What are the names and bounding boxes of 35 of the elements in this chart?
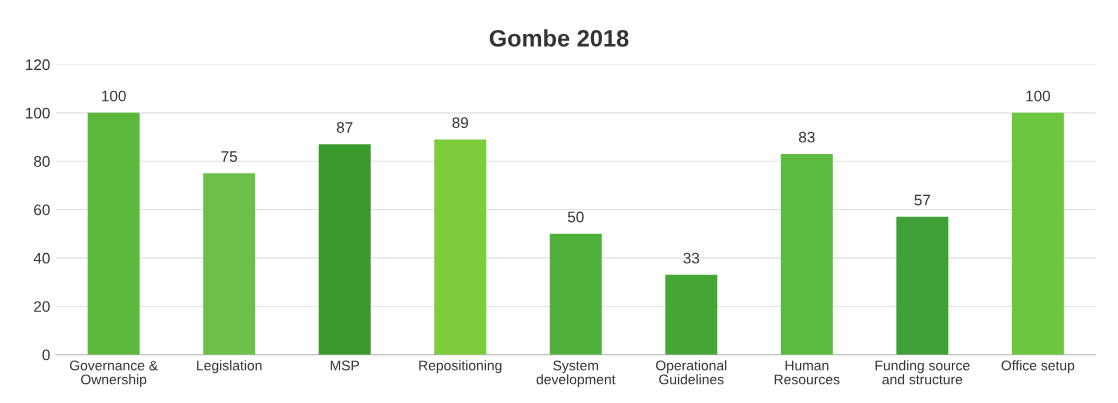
- x-tick-label: Human Resources: [774, 360, 840, 385]
- data-label: 89: [452, 117, 469, 129]
- y-tick-label: 100: [26, 107, 50, 119]
- y-tick-label: 40: [33, 252, 50, 264]
- x-tick-label: Office setup: [1001, 360, 1075, 374]
- bar: [87, 112, 140, 355]
- x-tick-label: System development: [536, 360, 616, 388]
- data-label: 100: [1026, 90, 1051, 102]
- x-tick-label: Legislation: [197, 360, 262, 374]
- y-tick-label: 120: [26, 59, 50, 71]
- bar: [1011, 112, 1064, 355]
- y-tick-label: 80: [34, 156, 50, 167]
- bar: [665, 274, 718, 355]
- data-label: 50: [567, 211, 584, 223]
- bar: [318, 144, 371, 355]
- data-label: 100: [102, 90, 126, 102]
- bar: [780, 153, 833, 355]
- y-tick-label: 0: [42, 349, 50, 361]
- x-tick-label: MSP: [330, 360, 360, 371]
- x-tick-label: Repositioning: [419, 360, 502, 374]
- data-label: 83: [798, 131, 815, 143]
- y-tick-label: 20: [34, 301, 50, 312]
- data-label: 75: [221, 151, 238, 162]
- x-tick-label: Governance & Ownership: [69, 360, 158, 388]
- x-tick-label: Funding source and structure: [875, 360, 970, 385]
- x-tick-label: Operational Guidelines: [656, 360, 727, 385]
- data-label: 87: [336, 122, 353, 133]
- data-label: 57: [914, 194, 931, 206]
- y-tick-label: 60: [34, 204, 50, 216]
- bar: [434, 139, 487, 355]
- bar: [896, 216, 949, 355]
- data-label: 33: [683, 252, 700, 264]
- bar: [203, 173, 256, 355]
- chart-title: Gombe 2018: [489, 29, 629, 47]
- bar: [549, 233, 602, 355]
